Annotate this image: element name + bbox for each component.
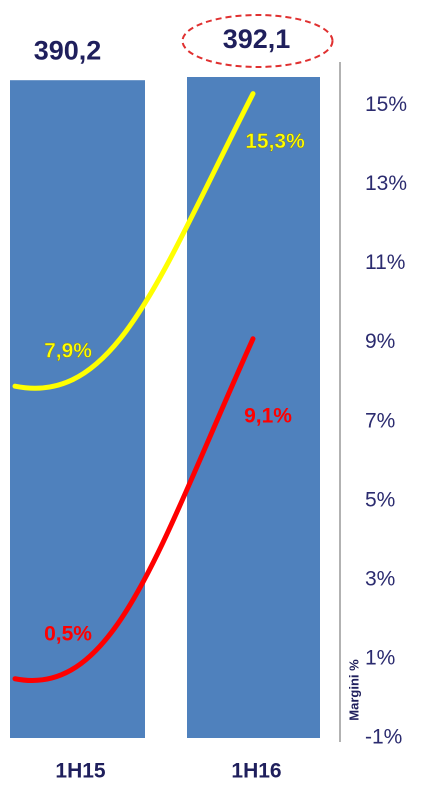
y2-tick-label: -1% — [365, 726, 402, 749]
y2-axis-label: Margini % — [346, 659, 361, 721]
bar-value-label: 392,1 — [223, 24, 291, 54]
y2-tick-label: 9% — [365, 330, 395, 353]
line — [12, 336, 256, 683]
y2-tick-label: 13% — [365, 172, 407, 195]
y2-tick-label: 15% — [365, 93, 407, 116]
x-tick-label: 1H16 — [231, 760, 281, 783]
data-label: 9,1% — [244, 404, 292, 427]
data-label: 0,5% — [44, 622, 92, 645]
y2-tick-label: 5% — [365, 488, 395, 511]
y2-tick-label: 11% — [365, 251, 405, 274]
bar-value-label: 390,2 — [34, 35, 102, 65]
y2-tick-label: 1% — [365, 647, 395, 670]
highlight-ellipse — [181, 14, 334, 68]
bar — [10, 80, 145, 739]
y2-tick-label: 7% — [365, 409, 395, 432]
data-label: 7,9% — [44, 340, 92, 363]
y2-tick-label: 3% — [365, 567, 395, 590]
line — [12, 91, 256, 391]
x-tick-label: 1H15 — [55, 760, 106, 783]
data-label: 15,3% — [245, 130, 305, 153]
